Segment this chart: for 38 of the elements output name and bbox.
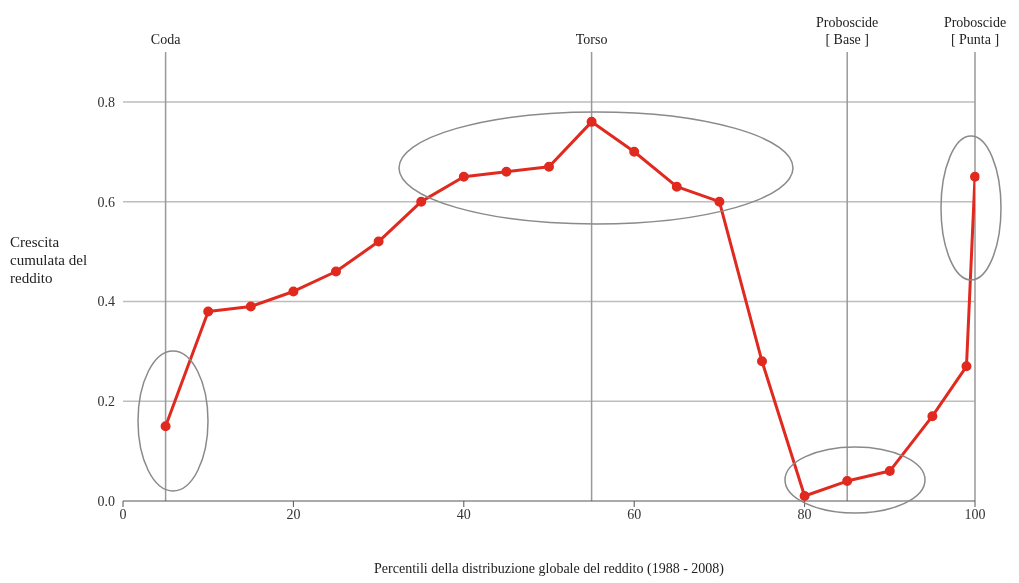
- point: [544, 161, 554, 172]
- y-tick-label: 0.2: [97, 394, 115, 410]
- point: [416, 196, 427, 207]
- ref-line-label: Proboscide [ Punta ]: [943, 15, 1007, 47]
- point: [586, 116, 597, 127]
- x-tick-label: 20: [286, 506, 301, 522]
- x-tick-label: 0: [119, 506, 127, 522]
- x-tick-label: 100: [964, 506, 986, 522]
- point: [203, 306, 214, 317]
- point: [458, 171, 469, 182]
- point: [757, 356, 767, 367]
- point: [629, 146, 640, 157]
- y-tick-label: 0.4: [97, 294, 115, 310]
- point: [799, 491, 810, 502]
- x-axis-title: Percentili della distribuzione globale del reddito (1988 - 2008): [373, 561, 725, 577]
- point: [373, 236, 384, 247]
- ref-line-label: Proboscide [ Base ]: [816, 15, 879, 47]
- ref-line-label: Torso: [575, 32, 608, 47]
- y-tick-label: 0.0: [97, 493, 115, 509]
- point: [927, 411, 938, 422]
- point: [160, 421, 171, 432]
- point: [714, 196, 725, 207]
- point: [970, 171, 980, 182]
- y-tick-label: 0.8: [97, 94, 115, 110]
- x-tick-label: 80: [797, 506, 812, 522]
- point: [331, 266, 341, 277]
- y-axis-title: Crescita cumulata del reddito: [10, 233, 89, 287]
- x-tick-label: 60: [627, 506, 642, 522]
- point: [501, 166, 512, 177]
- ref-line-label: Coda: [150, 32, 182, 47]
- point: [884, 466, 895, 477]
- point: [961, 361, 972, 372]
- point: [288, 286, 299, 297]
- point: [245, 301, 256, 312]
- x-tick-label: 40: [456, 506, 471, 522]
- point: [671, 181, 682, 192]
- y-tick-label: 0.6: [97, 194, 115, 210]
- point: [842, 476, 853, 487]
